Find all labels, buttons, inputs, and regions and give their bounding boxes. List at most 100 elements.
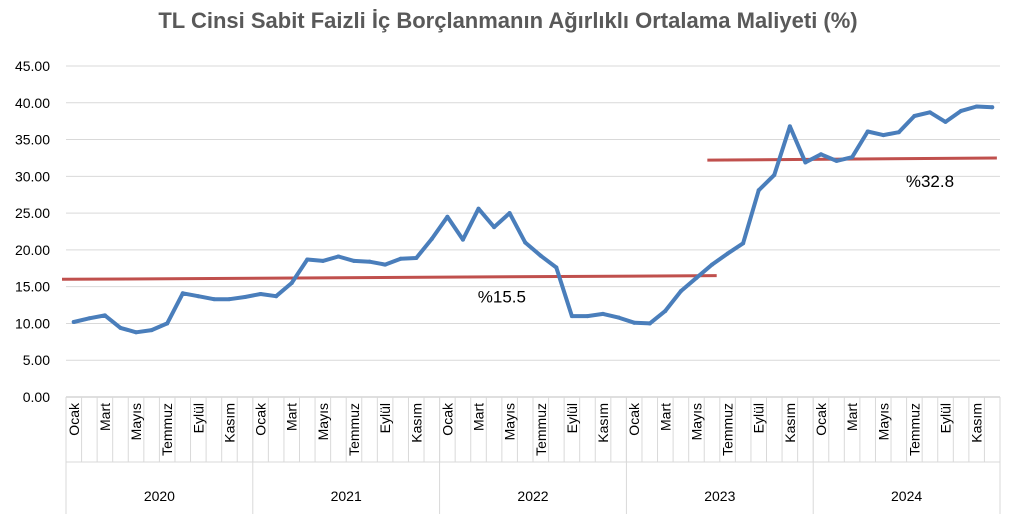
year-label: 2021	[331, 488, 362, 504]
y-tick-label: 5.00	[23, 352, 50, 368]
data-point	[927, 110, 932, 115]
data-point	[492, 225, 497, 230]
data-point	[943, 119, 948, 124]
y-tick-label: 0.00	[23, 389, 50, 405]
x-tick-label: Kasım	[408, 403, 424, 443]
data-point	[725, 251, 730, 256]
y-tick-label: 10.00	[15, 315, 50, 331]
data-point	[118, 325, 123, 330]
x-tick-label: Temmuz	[346, 403, 362, 456]
year-label: 2023	[704, 488, 735, 504]
data-point	[585, 314, 590, 319]
x-tick-label: Eylül	[938, 403, 954, 433]
x-tick-label: Ocak	[66, 402, 82, 436]
data-point	[414, 255, 419, 260]
data-point	[398, 256, 403, 261]
data-point	[554, 265, 559, 270]
data-point	[320, 258, 325, 263]
data-point	[772, 172, 777, 177]
data-point	[710, 262, 715, 267]
x-tick-label: Temmuz	[159, 403, 175, 456]
data-point	[974, 104, 979, 109]
data-point	[850, 155, 855, 160]
x-tick-label: Ocak	[813, 402, 829, 436]
y-tick-label: 15.00	[15, 279, 50, 295]
data-point	[678, 289, 683, 294]
data-point	[990, 105, 995, 110]
x-tick-label: Mayıs	[688, 403, 704, 440]
data-point	[445, 214, 450, 219]
data-point	[289, 280, 294, 285]
data-point	[227, 297, 232, 302]
year-label: 2022	[517, 488, 548, 504]
x-tick-label: Eylül	[751, 403, 767, 433]
data-point	[243, 294, 248, 299]
data-point	[460, 237, 465, 242]
data-point	[663, 308, 668, 313]
average-line	[61, 274, 717, 281]
average-label: %32.8	[906, 172, 954, 191]
data-point	[102, 313, 107, 318]
data-point	[756, 188, 761, 193]
x-tick-label: Eylül	[377, 403, 393, 433]
data-point	[803, 160, 808, 165]
x-tick-label: Temmuz	[533, 403, 549, 456]
data-point	[71, 319, 76, 324]
data-point	[896, 130, 901, 135]
y-tick-label: 35.00	[15, 132, 50, 148]
data-point	[647, 321, 652, 326]
data-point	[818, 152, 823, 157]
y-tick-label: 20.00	[15, 242, 50, 258]
chart-title: TL Cinsi Sabit Faizli İç Borçlanmanın Ağ…	[158, 8, 858, 33]
data-point	[523, 240, 528, 245]
data-point	[741, 241, 746, 246]
x-tick-label: Kasım	[969, 403, 985, 443]
y-axis-ticks: 0.00 5.00 10.00 15.00 20.00 25.00 30.00 35.00 40…	[15, 58, 50, 405]
data-point	[616, 315, 621, 320]
data-point	[274, 294, 279, 299]
data-series	[71, 104, 995, 335]
x-tick-label: Kasım	[595, 403, 611, 443]
x-tick-label: Mayıs	[315, 403, 331, 440]
x-tick-label: Kasım	[221, 403, 237, 443]
data-point	[196, 294, 201, 299]
x-axis: Ocak Mart Mayıs Temmuz Eylül Kasım Ocak Mart May…	[65, 396, 1001, 514]
data-point	[429, 236, 434, 241]
x-tick-label: Eylül	[564, 403, 580, 433]
data-point	[165, 321, 170, 326]
data-point	[211, 297, 216, 302]
x-tick-label: Mart	[284, 403, 300, 431]
x-tick-label: Mart	[471, 403, 487, 431]
x-tick-label: Mayıs	[502, 403, 518, 440]
data-point	[383, 262, 388, 267]
data-point	[601, 311, 606, 316]
x-tick-label: Mart	[844, 403, 860, 431]
data-point	[569, 314, 574, 319]
average-lines: %15.5 %32.8	[61, 156, 997, 306]
data-point	[507, 211, 512, 216]
x-tick-label: Ocak	[626, 402, 642, 436]
y-tick-label: 25.00	[15, 205, 50, 221]
x-tick-label: Eylül	[190, 403, 206, 433]
data-point	[258, 292, 263, 297]
x-tick-label: Mart	[97, 403, 113, 431]
data-point	[305, 257, 310, 262]
data-point	[959, 108, 964, 113]
y-tick-label: 45.00	[15, 58, 50, 74]
x-tick-label: Ocak	[439, 402, 455, 436]
x-tick-label: Temmuz	[906, 403, 922, 456]
x-tick-label: Kasım	[782, 403, 798, 443]
data-point	[881, 133, 886, 138]
year-label: 2024	[891, 488, 922, 504]
x-tick-label: Temmuz	[720, 403, 736, 456]
y-tick-label: 30.00	[15, 168, 50, 184]
data-point	[351, 258, 356, 263]
average-label: %15.5	[478, 287, 526, 306]
data-point	[476, 206, 481, 211]
grid-lines	[66, 65, 1000, 361]
data-point	[538, 253, 543, 258]
data-point	[632, 320, 637, 325]
data-point	[865, 129, 870, 134]
x-tick-label: Ocak	[253, 402, 269, 436]
